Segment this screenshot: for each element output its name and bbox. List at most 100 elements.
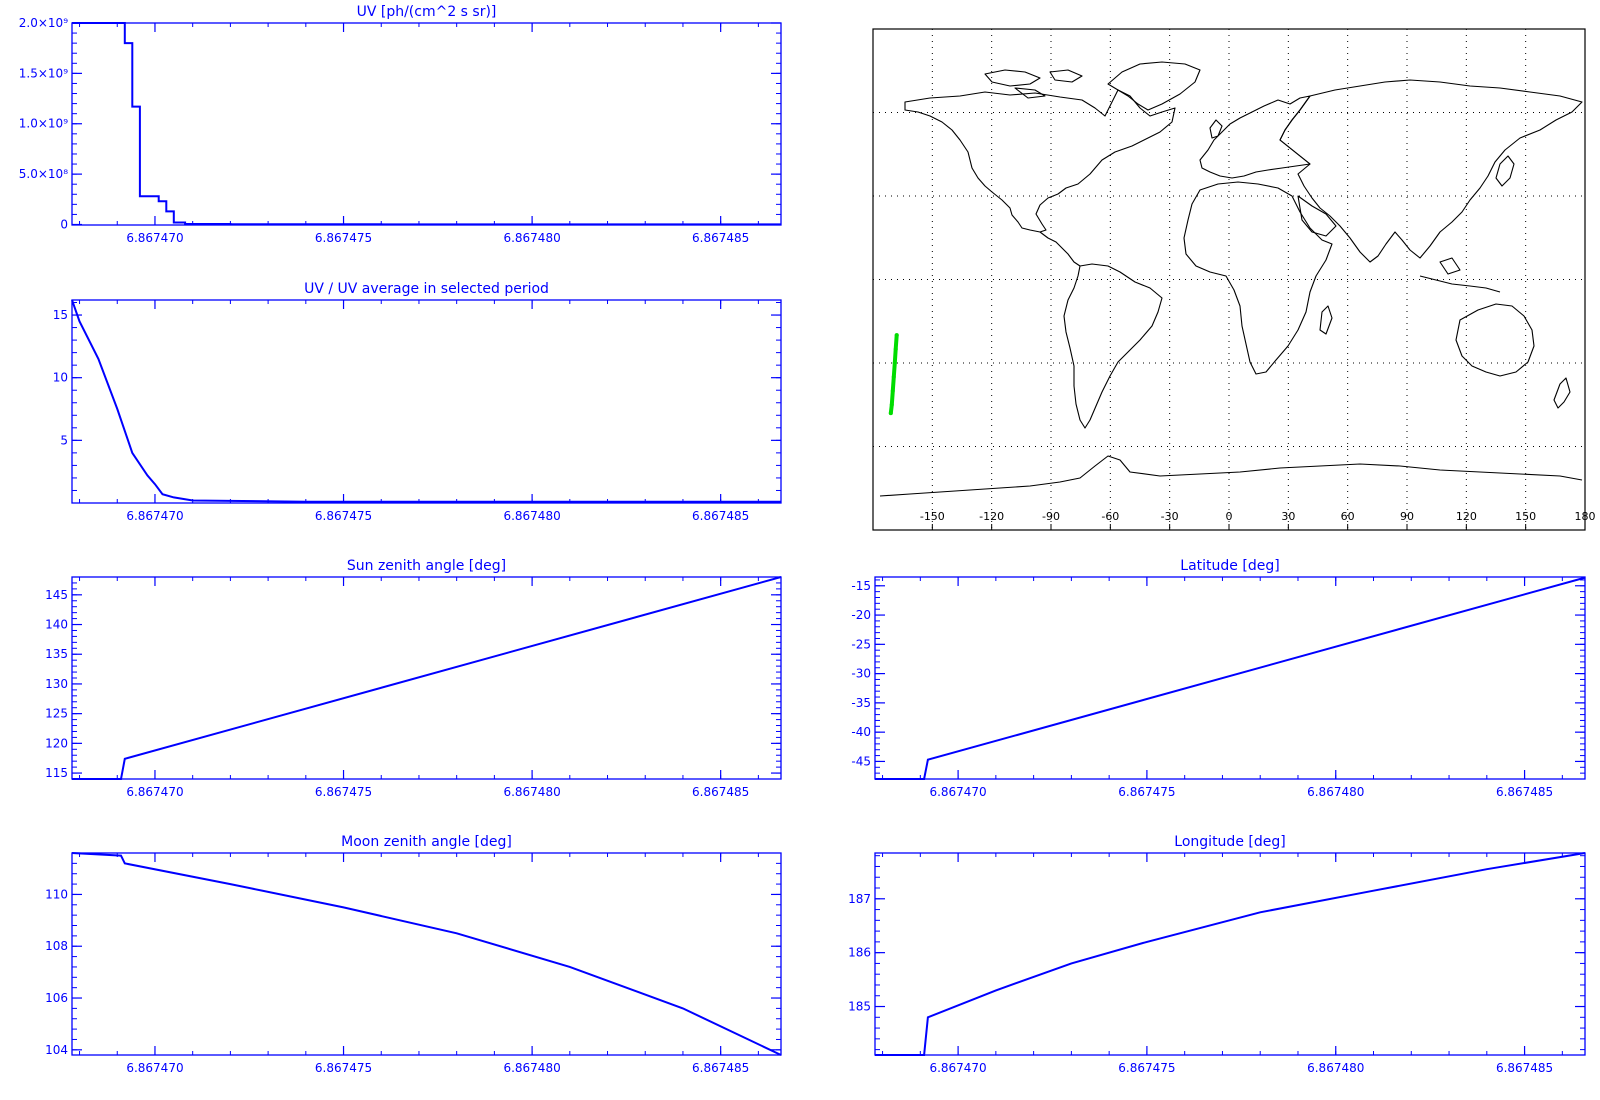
map-lon-label: -30 [1161,510,1179,523]
map-lon-label: -90 [1042,510,1060,523]
x-tick-label: 6.867480 [503,1061,560,1075]
map-lon-label: 30 [1281,510,1295,523]
series-line-lon [875,852,1586,1056]
x-tick-label: 6.867470 [126,231,183,245]
plot-frame [874,852,1586,1056]
series-line-sza [72,576,782,780]
y-tick-label: 2.0×10⁹ [19,16,68,30]
map-lon-label: 0 [1226,510,1233,523]
chart-title: Latitude [deg] [1180,558,1279,574]
coastline-arabia [1297,195,1337,237]
series-line-uv_ratio [71,299,781,503]
series-line-uv [72,22,781,226]
x-tick-label: 6.867485 [692,785,749,799]
x-tick-label: 6.867485 [692,1061,749,1075]
y-tick-label: -25 [851,637,871,651]
x-tick-label: 6.867480 [503,231,560,245]
coastline-antarctica [879,455,1583,497]
y-tick-label: -35 [851,696,871,710]
y-tick-label: 135 [45,647,68,661]
track-point [893,347,898,352]
track-point [892,361,897,365]
x-tick-label: 6.867480 [1307,785,1364,799]
x-tick-label: 6.867475 [315,231,372,245]
chart-title: UV / UV average in selected period [304,281,549,297]
coastline-australia [1455,303,1535,377]
track-point [894,333,899,338]
y-tick-label: 130 [45,677,68,691]
world-map-panel: -150 -120 -90 -60 -30 0 30 60 90 120 150 180 [872,28,1596,531]
y-tick-label: 1.5×10⁹ [19,66,68,80]
coastline-asia [1279,79,1583,263]
track-point [888,411,893,416]
track-point [891,374,896,379]
y-tick-label: 187 [848,892,871,906]
y-tick-label: 5.0×10⁸ [19,167,68,181]
map-lon-label: 90 [1400,510,1414,523]
chart-lat: Latitude [deg] 6.867470 6.867475 6.867480 6.… [851,558,1586,799]
plot-frame [71,852,782,1056]
satellite-track [888,333,899,416]
y-tick-label: 104 [45,1043,68,1057]
chart-panels: UV [ph/(cm^2 s sr)] 6.867470 6.867475 6.867… [19,4,1586,1075]
x-tick-label: 6.867470 [929,1061,986,1075]
plot-frame [71,22,782,226]
y-tick-label: 106 [45,991,68,1005]
x-tick-label: 6.867485 [692,509,749,523]
coastline-north-america [904,89,1176,233]
y-tick-label: 125 [45,707,68,721]
coastline-uk [1209,119,1223,139]
track-point [890,388,895,393]
coastline-japan [1495,155,1515,187]
x-tick-label: 6.867470 [126,785,183,799]
x-tick-label: 6.867485 [692,231,749,245]
map-lon-label: 120 [1456,510,1477,523]
y-tick-label: -20 [851,608,871,622]
chart-mza: Moon zenith angle [deg] 6.867470 6.867475 6… [45,834,782,1075]
y-tick-label: 145 [45,588,68,602]
y-tick-label: 10 [53,371,68,385]
chart-lon: Longitude [deg] 6.867470 6.867475 6.867480 6… [848,834,1586,1075]
y-tick-label: 110 [45,887,68,901]
map-lon-label: -120 [979,510,1004,523]
y-tick-label: 185 [848,1000,871,1014]
chart-title: Longitude [deg] [1174,834,1285,850]
chart-uv: UV [ph/(cm^2 s sr)] 6.867470 6.867475 6.867… [19,4,782,245]
coastline-new-zealand [1553,377,1571,409]
y-tick-label: -30 [851,667,871,681]
x-tick-label: 6.867475 [1118,1061,1175,1075]
plot-frame [71,299,782,504]
x-tick-label: 6.867485 [1496,1061,1553,1075]
x-tick-label: 6.867475 [315,509,372,523]
y-tick-label: -15 [851,579,871,593]
x-tick-label: 6.867470 [929,785,986,799]
chart-sza: Sun zenith angle [deg] 6.867470 6.867475 6.… [45,558,782,799]
y-tick-label: 108 [45,939,68,953]
x-tick-label: 6.867475 [315,785,372,799]
x-tick-label: 6.867470 [126,509,183,523]
x-tick-label: 6.867480 [503,785,560,799]
x-tick-label: 6.867480 [1307,1061,1364,1075]
coastline-south-america [1063,263,1163,429]
x-tick-label: 6.867475 [315,1061,372,1075]
chart-title: Sun zenith angle [deg] [347,558,506,574]
y-tick-label: 0 [60,217,68,231]
map-lon-label: -60 [1101,510,1119,523]
chart-uv_ratio: UV / UV average in selected period 6.8674… [53,281,782,523]
x-tick-label: 6.867480 [503,509,560,523]
map-lon-label: 180 [1575,510,1596,523]
map-lon-label: 60 [1341,510,1355,523]
y-tick-label: -45 [851,754,871,768]
map-coastlines [879,61,1583,497]
x-tick-label: 6.867470 [126,1061,183,1075]
x-tick-label: 6.867475 [1118,785,1175,799]
track-point [889,402,894,407]
plot-frame [874,576,1586,780]
y-tick-label: 15 [53,308,68,322]
coastline-central-america [1039,231,1081,267]
map-longitude-ticks: -150 -120 -90 -60 -30 0 30 60 90 120 150 180 [920,510,1596,530]
coastline-greenland [1107,61,1201,111]
y-tick-label: 120 [45,736,68,750]
chart-title: UV [ph/(cm^2 s sr)] [357,4,497,20]
